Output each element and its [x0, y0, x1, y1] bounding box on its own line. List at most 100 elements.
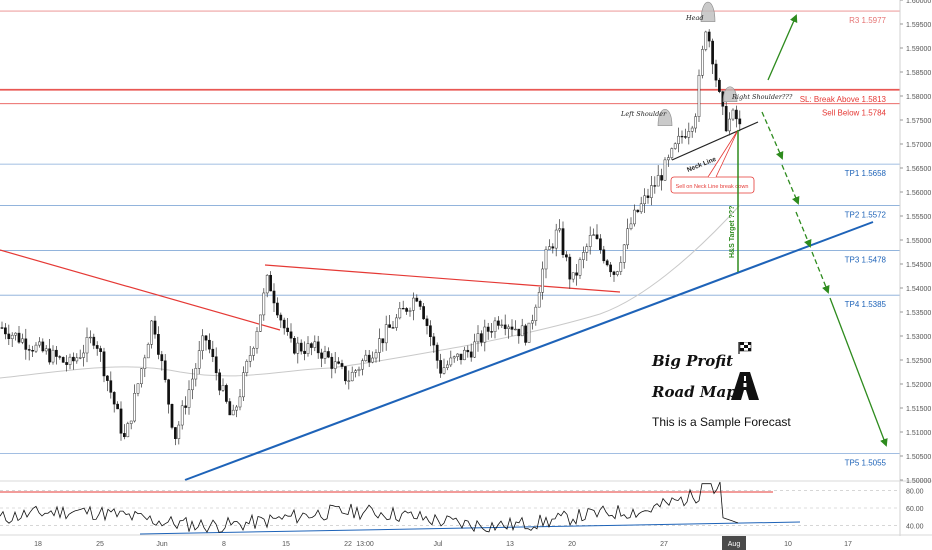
candle-body: [310, 343, 313, 348]
candle-body: [150, 320, 153, 345]
candle-body: [456, 353, 459, 357]
candle-body: [123, 433, 126, 438]
candle-body: [561, 228, 565, 255]
candle-body: [303, 350, 306, 354]
forecast-arrow-tp1: [761, 111, 784, 160]
candle-body: [157, 334, 160, 355]
candle-body: [82, 352, 85, 358]
price-tick-label: 1.53500: [906, 310, 931, 317]
time-tick-label: 10: [784, 541, 792, 548]
candle-body: [177, 424, 181, 439]
candle-body: [170, 404, 174, 428]
candle-body: [85, 337, 89, 354]
candle-body: [347, 380, 351, 382]
candlesticks: [0, 29, 742, 446]
candle-body: [599, 238, 602, 250]
oscillator-line: [0, 481, 739, 533]
candle-body: [483, 326, 487, 343]
price-tick-label: 1.50500: [906, 454, 931, 461]
candle-body: [41, 341, 45, 352]
resistance-trendline-1: [0, 249, 281, 331]
candle-body: [340, 363, 344, 367]
candle-body: [541, 268, 544, 293]
candle-body: [330, 356, 334, 369]
candle-body: [718, 79, 721, 92]
candle-body: [401, 307, 405, 310]
oscillator-support-line: [139, 521, 801, 535]
candle-body: [320, 352, 323, 359]
candle-body: [78, 357, 82, 359]
candle-body: [191, 378, 194, 391]
candle-body: [684, 136, 687, 138]
candle-body: [306, 343, 310, 354]
time-tick-label: 13:00: [356, 541, 374, 548]
forecast-arrows: [761, 14, 888, 447]
candle-body: [337, 361, 340, 364]
price-tick-label: 1.58000: [906, 94, 931, 101]
level-label-r3: R3 1.5977: [849, 16, 886, 25]
level-label-sl: SL: Break Above 1.5813: [800, 95, 887, 104]
candle-body: [194, 368, 198, 380]
candle-body: [211, 348, 215, 357]
candle-body: [439, 360, 442, 374]
price-tick-label: 1.52000: [906, 382, 931, 389]
candle-body: [463, 349, 466, 361]
level-label-tp1: TP1 1.5658: [845, 169, 887, 178]
candle-body: [208, 339, 211, 350]
candle-body: [602, 249, 606, 262]
candle-body: [116, 403, 119, 410]
candle-body: [31, 350, 34, 352]
candle-body: [296, 342, 300, 354]
time-tick-label: 18: [34, 541, 42, 548]
candle-body: [262, 292, 266, 316]
candle-body: [238, 396, 242, 408]
price-tick-label: 1.59500: [906, 22, 931, 29]
resistance-trendline-2: [264, 264, 621, 293]
candle-body: [323, 351, 327, 359]
candle-body: [374, 352, 378, 359]
candle-body: [690, 127, 694, 132]
candle-body: [469, 351, 473, 358]
candle-body: [656, 175, 660, 187]
candle-body: [102, 351, 106, 377]
candle-body: [140, 368, 143, 385]
candle-body: [225, 385, 228, 402]
candle-body: [34, 344, 38, 352]
candle-body: [429, 325, 432, 338]
candle-body: [653, 185, 657, 187]
candle-body: [204, 335, 208, 341]
candle-body: [459, 353, 463, 361]
candle-body: [520, 325, 524, 337]
candle-body: [731, 109, 735, 120]
candle-body: [418, 300, 422, 307]
candle-body: [497, 320, 500, 326]
candle-body: [255, 331, 259, 349]
candle-body: [265, 274, 269, 294]
neck-line: [671, 121, 759, 161]
candle-body: [289, 331, 293, 339]
candle-body: [187, 389, 191, 408]
support-trendline: [184, 221, 874, 481]
price-tick-label: 1.57500: [906, 118, 931, 125]
candle-body: [412, 297, 415, 311]
candle-body: [408, 310, 412, 312]
candle-body: [245, 361, 249, 373]
candle-body: [272, 290, 276, 304]
candle-body: [68, 356, 72, 365]
candle-body: [728, 118, 731, 132]
candle-body: [350, 371, 354, 382]
price-tick-label: 1.57000: [906, 142, 931, 149]
candle-body: [622, 244, 626, 263]
candle-body: [707, 31, 711, 42]
brand-title-line1: Big Profit: [652, 352, 734, 370]
candle-body: [558, 228, 561, 231]
candle-body: [146, 344, 150, 359]
candle-body: [354, 370, 357, 373]
candle-body: [697, 75, 701, 117]
candle-body: [221, 385, 225, 391]
candle-body: [252, 347, 255, 356]
candle-body: [432, 336, 436, 346]
candle-body: [582, 252, 585, 260]
